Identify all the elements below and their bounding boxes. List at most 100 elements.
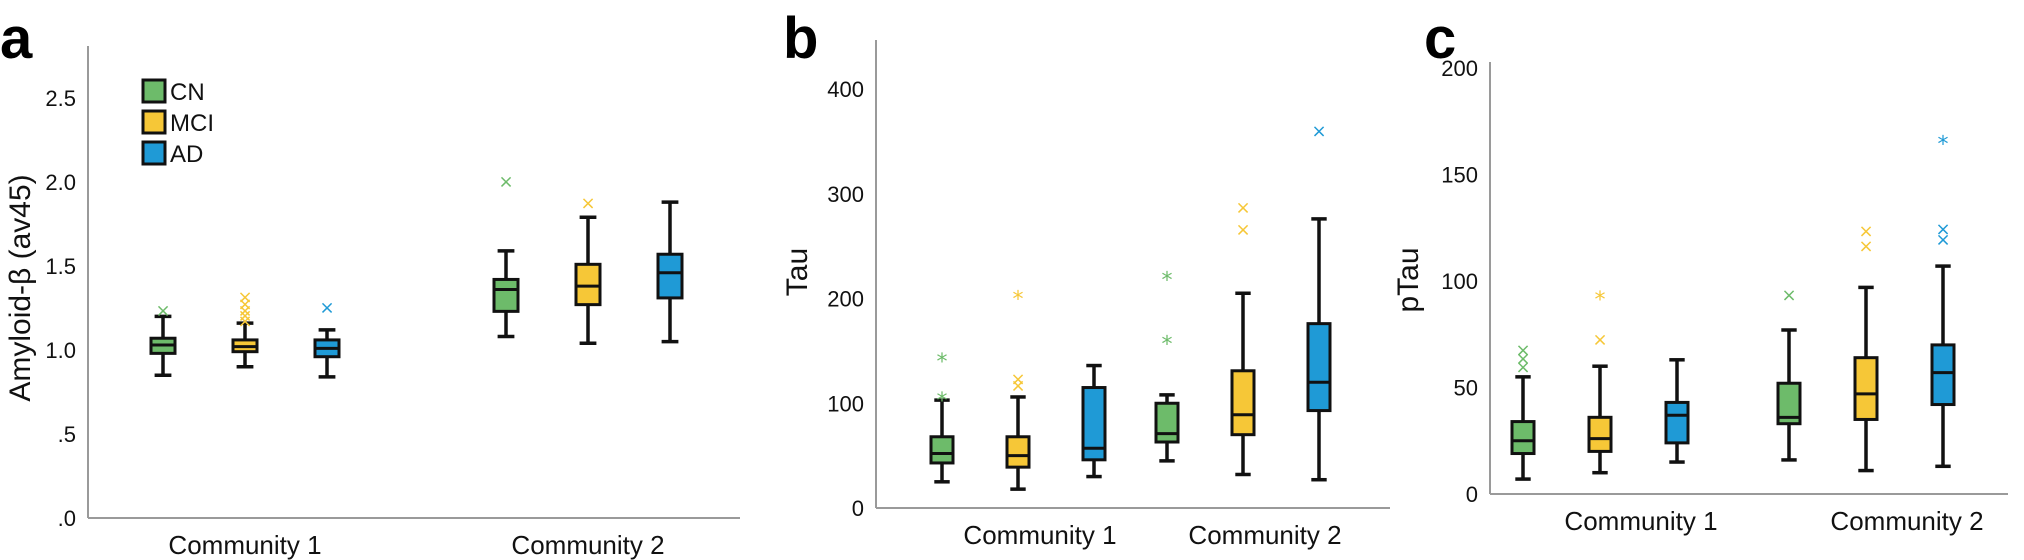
outlier-marker: × [1592,330,1607,351]
iqr-box [1005,435,1031,469]
outlier-marker: × [498,171,513,192]
outlier-marker: × [1010,369,1025,390]
y-axis-title: Amyloid-β (av45) [4,174,37,401]
box-ad: ×× * [1930,132,1956,469]
legend-label-ad: AD [170,141,203,168]
iqr-box [929,435,955,465]
chart-panel-c: c 0 50 100 150 200 pTau Community 1 Community 2 ×… [1392,6,2008,536]
box-cn: × [1776,285,1802,462]
iqr-box [574,262,602,307]
outlier-marker: × [319,297,334,318]
x-category-label: Community 1 [963,520,1116,550]
x-category-label: Community 1 [168,530,321,560]
box-ad: × [1306,121,1332,482]
box-cn: ××× [1510,340,1536,481]
legend: CN MCI AD [141,78,214,168]
extreme-outlier-marker: * [937,350,948,375]
y-tick-label: 200 [827,287,864,312]
box-mci: ×× [1853,221,1879,473]
y-tick-label: 2.5 [45,86,76,111]
y-tick-label: 100 [827,391,864,416]
box-mci: × [574,193,602,346]
extreme-outlier-marker: * [937,389,948,414]
y-tick-label: 0 [852,496,864,521]
y-tick-label: 0 [1466,482,1478,507]
box-ad [656,200,684,344]
outlier-marker: × [1515,357,1530,378]
y-axis-title: pTau [1392,247,1425,312]
box-cn: × [149,301,177,377]
extreme-outlier-marker: * [1938,132,1949,157]
y-tick-label: 200 [1441,56,1478,81]
x-category-label: Community 2 [1188,520,1341,550]
outlier-marker: × [1311,121,1326,142]
extreme-outlier-marker: * [1595,288,1606,313]
outlier-marker: × [1515,340,1530,361]
iqr-box [1930,343,1956,407]
legend-label-mci: MCI [170,110,214,137]
box-cn: ** [1154,269,1180,463]
outlier-marker: × [1515,349,1530,370]
iqr-box [1230,369,1256,437]
y-tick-label: 100 [1441,269,1478,294]
box-cn: ** [929,350,955,484]
outlier-marker: × [1781,285,1796,306]
iqr-box [656,252,684,300]
legend-swatch-ad [141,140,167,166]
outlier-marker: × [1010,375,1025,396]
box-mci: ××××× [231,287,259,369]
y-tick-label: 300 [827,182,864,207]
y-tick-label: 150 [1441,163,1478,188]
outlier-marker: × [1235,197,1250,218]
y-tick-label: 1.5 [45,254,76,279]
chart-panel-a: a .0 .5 1.0 1.5 2.0 2.5 Amyloid-β (av45) Communi… [0,6,740,560]
legend-swatch-cn [141,78,167,104]
y-tick-label: 50 [1454,376,1478,401]
outlier-marker: × [1935,219,1950,240]
outlier-marker: × [1858,236,1873,257]
outlier-marker: × [237,306,252,327]
iqr-box [1510,420,1536,456]
iqr-box [492,277,520,313]
extreme-outlier-marker: * [1162,332,1173,357]
box-ad [1664,358,1690,464]
box-ad: × [313,297,341,379]
iqr-box [1664,400,1690,445]
iqr-box [1154,401,1180,444]
iqr-box [1776,381,1802,426]
iqr-box [1081,386,1107,462]
iqr-box [1587,415,1613,453]
outlier-marker: × [1858,221,1873,242]
extreme-outlier-marker: * [1162,269,1173,294]
box-mci: ×× [1230,197,1256,477]
y-tick-label: 2.0 [45,170,76,195]
outlier-marker: × [237,294,252,315]
y-axis-title: Tau [781,248,814,296]
panel-letter: c [1424,6,1456,71]
legend-label-cn: CN [170,79,205,106]
legend-swatch-mci [141,109,167,135]
box-ad [1081,363,1107,479]
outlier-marker: × [580,193,595,214]
box-mci: ×* [1587,288,1613,475]
y-tick-label: .5 [58,422,76,447]
outlier-marker: × [237,287,252,308]
panel-letter: a [0,6,33,71]
x-category-label: Community 1 [1564,506,1717,536]
outlier-marker: × [237,301,252,322]
outlier-marker: × [155,301,170,322]
outlier-marker: × [1935,229,1950,250]
chart-panel-b: b 0 100 200 300 400 Tau Community 1 Community 2 *… [781,6,1390,550]
extreme-outlier-marker: * [1013,287,1024,312]
box-cn: × [492,171,520,339]
panel-letter: b [783,6,818,71]
iqr-box [1306,322,1332,413]
outlier-marker: × [237,311,252,332]
outlier-marker: × [1235,219,1250,240]
y-tick-label: .0 [58,506,76,531]
x-category-label: Community 2 [511,530,664,560]
x-category-label: Community 2 [1830,506,1983,536]
y-tick-label: 1.0 [45,338,76,363]
iqr-box [1853,356,1879,421]
